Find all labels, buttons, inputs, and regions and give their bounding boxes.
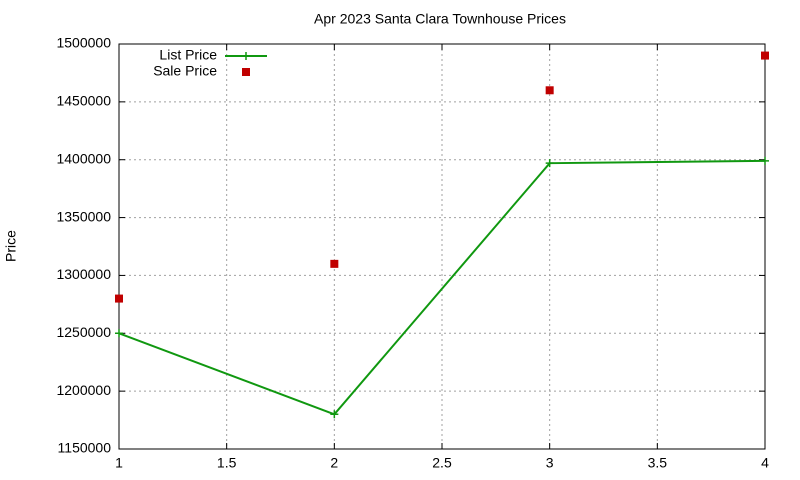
point-marker xyxy=(761,156,769,165)
x-tick-label: 1.5 xyxy=(217,455,237,471)
x-tick-label: 3.5 xyxy=(648,455,668,471)
legend-swatch xyxy=(242,68,250,76)
y-axis-label: Price xyxy=(3,230,19,262)
x-tick-label: 2.5 xyxy=(432,455,452,471)
chart-title: Apr 2023 Santa Clara Townhouse Prices xyxy=(314,11,566,27)
y-tick-label: 1250000 xyxy=(56,324,111,340)
series-line xyxy=(118,159,766,416)
point-marker xyxy=(115,329,123,338)
y-tick-label: 1500000 xyxy=(56,35,111,51)
point-marker xyxy=(330,259,339,268)
y-tick-label: 1150000 xyxy=(58,440,112,456)
point-marker xyxy=(761,51,769,60)
legend-label: Sale Price xyxy=(153,63,217,79)
y-tick-label: 1400000 xyxy=(56,150,111,166)
legend-label: List Price xyxy=(159,47,217,63)
y-tick-label: 1300000 xyxy=(56,266,111,282)
y-tick-label: 1350000 xyxy=(56,208,111,224)
y-tick-label: 1450000 xyxy=(56,93,111,109)
legend-swatch xyxy=(242,52,250,60)
point-marker xyxy=(545,159,554,168)
point-marker xyxy=(545,86,554,95)
point-marker xyxy=(115,294,123,303)
x-tick-label: 2 xyxy=(330,455,338,471)
y-tick-label: 1200000 xyxy=(56,382,111,398)
x-tick-label: 3 xyxy=(546,455,554,471)
point-marker xyxy=(330,410,339,419)
x-tick-label: 1 xyxy=(115,455,123,471)
x-tick-label: 4 xyxy=(761,455,769,471)
plot-border xyxy=(118,43,766,450)
